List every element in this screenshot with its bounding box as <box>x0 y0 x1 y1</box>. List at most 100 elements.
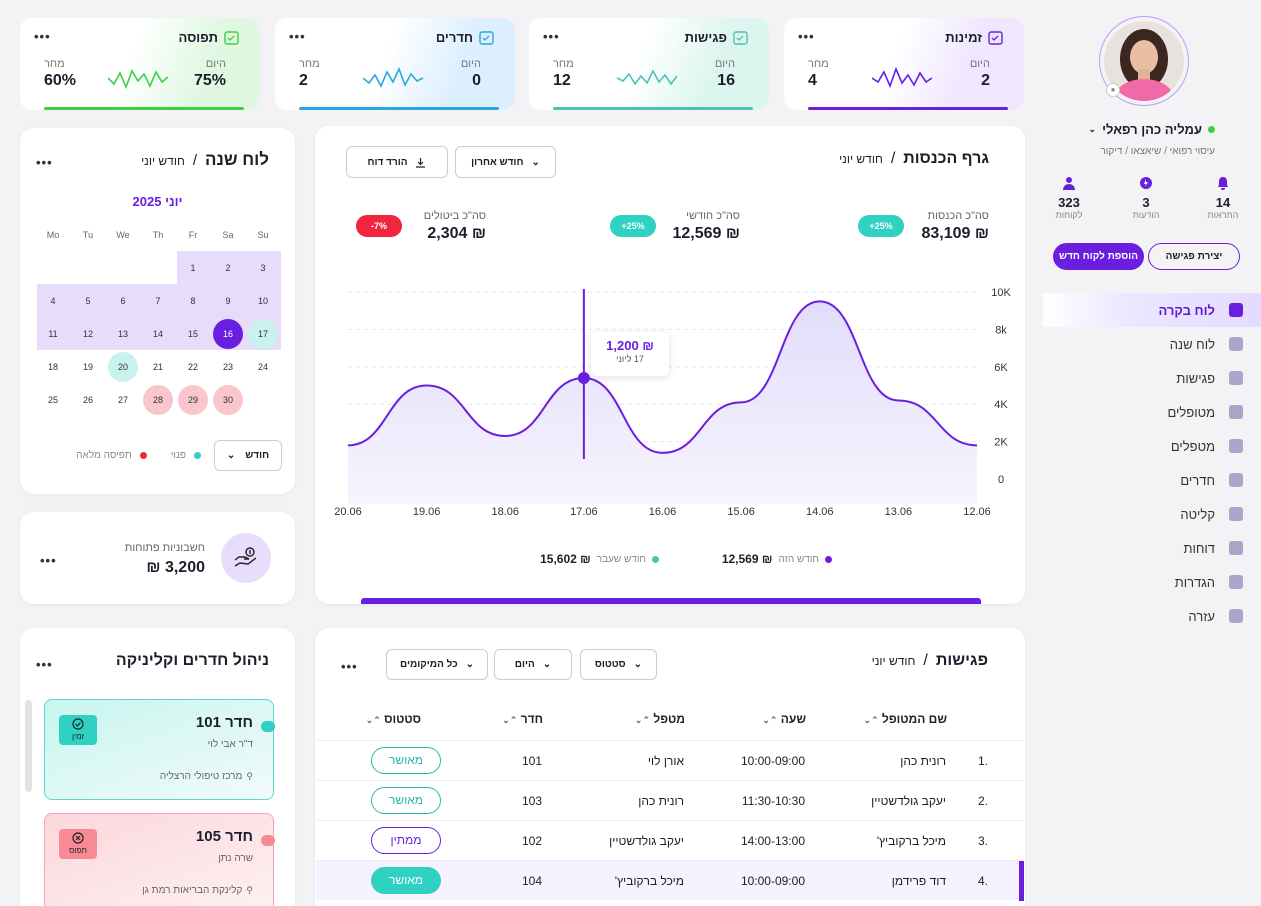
clients-stat[interactable]: 323 לקוחות <box>1049 176 1089 220</box>
calendar-day[interactable]: 30 <box>213 385 243 415</box>
stat-card-3[interactable]: תפוסה ••• היום 75% מחר 60% <box>20 18 260 110</box>
calendar-day[interactable]: 27 <box>117 395 128 405</box>
calendar-day[interactable]: 1 <box>190 263 196 273</box>
room-status-badge: זמין <box>59 715 97 745</box>
patients-icon <box>1229 405 1243 419</box>
more-options-icon[interactable]: ••• <box>40 553 57 568</box>
calendar-day[interactable]: 24 <box>257 362 268 372</box>
calendar-day[interactable]: 9 <box>225 296 231 306</box>
table-row[interactable]: 1. רונית כהן 10:00-09:00 אורן לוי 101 מאושר <box>316 740 1024 780</box>
table-row[interactable]: 3. מיכל ברקוביץ' 14:00-13:00 יעקב גולדשטיין… <box>316 820 1024 860</box>
nav-item-1[interactable]: לוח שנה <box>1043 327 1261 361</box>
row-number: 2. <box>977 794 988 808</box>
more-options-icon[interactable]: ••• <box>341 659 358 674</box>
calendar-day[interactable]: 6 <box>120 296 126 306</box>
nav-item-7[interactable]: דוחות <box>1043 531 1261 565</box>
calendar-day[interactable]: 12 <box>82 329 93 339</box>
calendar-day[interactable]: 18 <box>47 362 58 372</box>
invoices-value: ₪ 3,200 <box>146 559 205 576</box>
profile-role: עיסוי רפואי / שיאצאו / דיקור <box>1100 146 1215 157</box>
avatar[interactable]: ● <box>1099 16 1189 106</box>
nav-item-9[interactable]: עזרה <box>1043 599 1261 633</box>
highlight-point[interactable] <box>577 372 590 385</box>
calendar-day[interactable]: 17 <box>248 319 278 349</box>
more-options-icon[interactable]: ••• <box>34 29 51 44</box>
calendar-day[interactable]: 11 <box>48 329 58 339</box>
rooms-icon <box>1229 473 1243 487</box>
status-badge[interactable]: מאושר <box>371 867 441 894</box>
room-card[interactable]: זמין חדר 101 ד"ר אבי לוי ⚲ מרכז טיפולי ה… <box>44 699 275 800</box>
calendar-day[interactable]: 15 <box>187 329 198 339</box>
calendar-day[interactable]: 5 <box>85 296 91 306</box>
calendar-day[interactable]: 7 <box>155 296 161 306</box>
legend-last-month-value: ₪ 15,602 <box>540 552 591 566</box>
calendar-day[interactable]: 16 <box>213 319 243 349</box>
status-filter[interactable]: סטטוס ⌄ <box>580 649 657 680</box>
calendar-day[interactable]: 13 <box>117 329 128 339</box>
chevron-down-icon[interactable]: ⌄ <box>1088 124 1097 134</box>
rooms-scrollbar[interactable] <box>25 700 32 792</box>
status-badge[interactable]: ממתין <box>371 827 441 854</box>
table-row[interactable]: 4. דוד פרידמן 10:00-09:00 מיכל ברקוביץ' 104 מ… <box>316 860 1024 901</box>
calendar-day[interactable]: 3 <box>260 263 266 273</box>
notifications-stat[interactable]: 14 התראות <box>1203 176 1243 220</box>
room-card[interactable]: תפוס חדר 105 שרה נתן ⚲ קלינקת הבריאות רמ… <box>44 813 275 906</box>
nav-item-3[interactable]: מטופלים <box>1043 395 1261 429</box>
calendar-day[interactable]: 28 <box>143 385 173 415</box>
date-filter[interactable]: היום ⌄ <box>494 649 572 680</box>
more-options-icon[interactable]: ••• <box>36 155 53 170</box>
help-icon <box>1229 609 1243 623</box>
more-options-icon[interactable]: ••• <box>289 29 306 44</box>
more-options-icon[interactable]: ••• <box>36 657 53 672</box>
col-time[interactable]: שעה ⌃⌄ <box>762 712 806 726</box>
nav-item-6[interactable]: קליטה <box>1043 497 1261 531</box>
calendar-day[interactable]: 10 <box>257 296 268 306</box>
status-badge[interactable]: מאושר <box>371 787 441 814</box>
new-client-button[interactable]: הוספת לקוח חדש <box>1053 243 1144 270</box>
calendar-day[interactable]: 22 <box>187 362 198 372</box>
nav-item-0[interactable]: לוח בקרה <box>1043 293 1261 327</box>
nav-item-8[interactable]: הגדרות <box>1043 565 1261 599</box>
status-badge[interactable]: מאושר <box>371 747 441 774</box>
nav-item-4[interactable]: מטפלים <box>1043 429 1261 463</box>
meeting-time: 11:30-10:30 <box>741 794 805 808</box>
stat-card-1[interactable]: פגישות ••• היום 16 מחר 12 <box>529 18 769 110</box>
col-therapist[interactable]: מטפל ⌃⌄ <box>634 712 685 726</box>
weekday-label: Sa <box>222 230 234 240</box>
messages-stat[interactable]: 3 הודעות <box>1126 176 1166 220</box>
calendar-day[interactable]: 19 <box>82 362 93 372</box>
kpi-monthly-badge: +25% <box>610 215 656 237</box>
view-select[interactable]: ⌄ חודש <box>214 440 282 471</box>
calendar-check-icon <box>733 31 748 45</box>
more-options-icon[interactable]: ••• <box>798 29 815 44</box>
new-meeting-button[interactable]: יצירת פגישה <box>1148 243 1240 270</box>
col-status[interactable]: סטטוס ⌃⌄ <box>365 712 421 726</box>
stat-card-0[interactable]: זמינות ••• היום 2 מחר 4 <box>784 18 1024 110</box>
calendar-day[interactable]: 14 <box>152 329 163 339</box>
calendar-day[interactable]: 21 <box>152 362 163 372</box>
chart-scrollbar[interactable] <box>361 598 981 604</box>
calendar-day[interactable]: 29 <box>178 385 208 415</box>
stat-title: פגישות <box>684 30 727 45</box>
calendar-day[interactable]: 4 <box>50 296 56 306</box>
calendar-day[interactable]: 25 <box>47 395 58 405</box>
range-select[interactable]: חודש אחרון ⌄ <box>455 146 556 178</box>
nav-item-5[interactable]: חדרים <box>1043 463 1261 497</box>
calendar-day[interactable]: 20 <box>108 352 138 382</box>
sidebar: ● עמליה כהן רפאלי ⌄ עיסוי רפואי / שיאצאו… <box>1043 0 1261 906</box>
col-patient[interactable]: שם המטופל ⌃⌄ <box>863 712 947 726</box>
nav-item-2[interactable]: פגישות <box>1043 361 1261 395</box>
therapists-icon <box>1229 439 1243 453</box>
table-row[interactable]: 2. יעקב גולדשטיין 11:30-10:30 רונית כהן 103 מ… <box>316 780 1024 820</box>
col-room[interactable]: חדר ⌃⌄ <box>502 712 543 726</box>
stat-card-2[interactable]: חדרים ••• היום 0 מחר 2 <box>275 18 515 110</box>
download-report-button[interactable]: הורד דוח <box>346 146 448 178</box>
calendar-day[interactable]: 8 <box>190 296 196 306</box>
calendar-day[interactable]: 23 <box>222 362 233 372</box>
more-options-icon[interactable]: ••• <box>543 29 560 44</box>
calendar-day[interactable]: 2 <box>225 263 231 273</box>
weekday-label: We <box>116 230 130 240</box>
calendar-day[interactable]: 26 <box>82 395 93 405</box>
location-filter[interactable]: כל המיקומים ⌄ <box>386 649 488 680</box>
x-tick-label: 14.06 <box>806 506 834 518</box>
